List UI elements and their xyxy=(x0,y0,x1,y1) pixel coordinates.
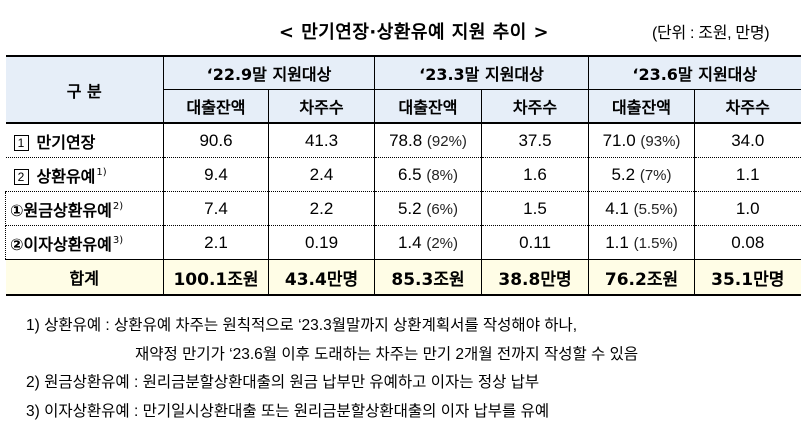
cell-value: 90.6 xyxy=(163,123,269,158)
table-title: < 만기연장·상환유예 지원 추이 > xyxy=(244,18,584,44)
circled-number-icon: ② xyxy=(10,234,24,254)
total-value: 43.4만명 xyxy=(268,259,375,296)
cell-value: 4.1 (5.5%) xyxy=(588,191,695,226)
table-row-repayment-deferral: 2 상환유예1) 9.4 2.4 6.5 (8%) 1.6 5.2 (7%) 1.… xyxy=(5,157,801,192)
total-value: 38.8만명 xyxy=(481,259,589,296)
cell-value: 6.5 (8%) xyxy=(374,157,482,192)
col-header-borrowers: 차주수 xyxy=(694,89,801,124)
total-label: 합계 xyxy=(5,259,164,296)
footnote-1-continuation: 재약정 만기가 ‘23.6월 이후 도래하는 차주는 만기 2개월 전까지 작성… xyxy=(135,345,639,363)
cell-value: 5.2 (6%) xyxy=(374,191,482,226)
group-header-2209: ‘22.9말 지원대상 xyxy=(163,55,375,90)
cell-value: 0.19 xyxy=(268,225,375,260)
circled-number-icon: ① xyxy=(10,200,24,220)
row-label: 2 상환유예1) xyxy=(5,157,164,192)
footnote-ref: 1) xyxy=(96,166,107,178)
total-value: 76.2조원 xyxy=(588,259,695,296)
col-header-balance: 대출잔액 xyxy=(374,89,482,124)
table-row-interest-deferral: ②이자상환유예3) 2.1 0.19 1.4 (2%) 0.11 1.1 (1.… xyxy=(5,225,801,260)
boxed-number-icon: 2 xyxy=(13,168,29,185)
boxed-number-icon: 1 xyxy=(13,134,29,151)
cell-value: 71.0 (93%) xyxy=(588,123,695,158)
table-row-maturity-extension: 1 만기연장 90.6 41.3 78.8 (92%) 37.5 71.0 (93… xyxy=(5,123,801,158)
footnote-ref: 2) xyxy=(112,200,124,212)
row-label-text: 이자상환유예 xyxy=(23,234,112,254)
cell-value: 1.5 xyxy=(481,191,589,226)
header-row-groups: 구 분 ‘22.9말 지원대상 ‘23.3말 지원대상 ‘23.6말 지원대상 xyxy=(5,55,801,124)
cell-value: 78.8 (92%) xyxy=(374,123,482,158)
group-header-2306: ‘23.6말 지원대상 xyxy=(588,55,801,90)
cell-value: 2.1 xyxy=(163,225,269,260)
cell-value: 41.3 xyxy=(268,123,375,158)
row-header: 구 분 xyxy=(5,55,164,124)
cell-value: 1.4 (2%) xyxy=(374,225,482,260)
col-header-borrowers: 차주수 xyxy=(481,89,589,124)
total-value: 85.3조원 xyxy=(374,259,482,296)
total-value: 35.1만명 xyxy=(694,259,801,296)
cell-value: 5.2 (7%) xyxy=(588,157,695,192)
total-value: 100.1조원 xyxy=(163,259,269,296)
footnote-3: 3) 이자상환유예 : 만기일시상환대출 또는 원리금분할상환대출의 이자 납부… xyxy=(26,402,550,420)
unit-label: (단위 : 조원, 만명) xyxy=(652,25,770,42)
cell-value: 2.4 xyxy=(268,157,375,192)
cell-value: 9.4 xyxy=(163,157,269,192)
title-text: < 만기연장·상환유예 지원 추이 > xyxy=(278,22,550,43)
cell-value: 37.5 xyxy=(481,123,589,158)
support-trend-table: 구 분 ‘22.9말 지원대상 ‘23.3말 지원대상 ‘23.6말 지원대상 … xyxy=(5,55,801,296)
cell-value: 2.2 xyxy=(268,191,375,226)
cell-value: 1.1 xyxy=(694,157,801,192)
row-label-text: 만기연장 xyxy=(36,132,96,152)
col-header-borrowers: 차주수 xyxy=(268,89,375,124)
row-label: 1 만기연장 xyxy=(5,123,164,158)
col-header-balance: 대출잔액 xyxy=(588,89,695,124)
footnote-2: 2) 원금상환유예 : 원리금분할상환대출의 원금 납부만 유예하고 이자는 정… xyxy=(26,374,540,391)
cell-value: 1.6 xyxy=(481,157,589,192)
cell-value: 34.0 xyxy=(694,123,801,158)
cell-value: 1.1 (1.5%) xyxy=(588,225,695,260)
cell-value: 1.0 xyxy=(694,191,801,226)
cell-value: 7.4 xyxy=(163,191,269,226)
table-row-principal-deferral: ①원금상환유예2) 7.4 2.2 5.2 (6%) 1.5 4.1 (5.5%… xyxy=(5,191,801,226)
cell-value: 0.11 xyxy=(481,225,589,260)
col-header-balance: 대출잔액 xyxy=(163,89,269,124)
header-row-columns: 대출잔액 차주수 대출잔액 차주수 대출잔액 차주수 xyxy=(6,89,801,124)
footnote-1: 1) 상환유예 : 상환유예 차주는 원칙적으로 ‘23.3월말까지 상환계획서… xyxy=(26,317,578,334)
row-label: ②이자상환유예3) xyxy=(5,225,164,260)
cell-value: 0.08 xyxy=(694,225,801,260)
table-row-total: 합계 100.1조원 43.4만명 85.3조원 38.8만명 76.2조원 3… xyxy=(5,259,801,296)
row-label: ①원금상환유예2) xyxy=(5,191,164,226)
row-label-text: 상환유예 xyxy=(36,166,96,186)
group-header-2303: ‘23.3말 지원대상 xyxy=(374,55,589,90)
footnote-ref: 3) xyxy=(112,234,124,246)
footnotes: 1) 상환유예 : 상환유예 차주는 원칙적으로 ‘23.3월말까지 상환계획서… xyxy=(26,312,638,426)
row-label-text: 원금상환유예 xyxy=(23,200,112,220)
